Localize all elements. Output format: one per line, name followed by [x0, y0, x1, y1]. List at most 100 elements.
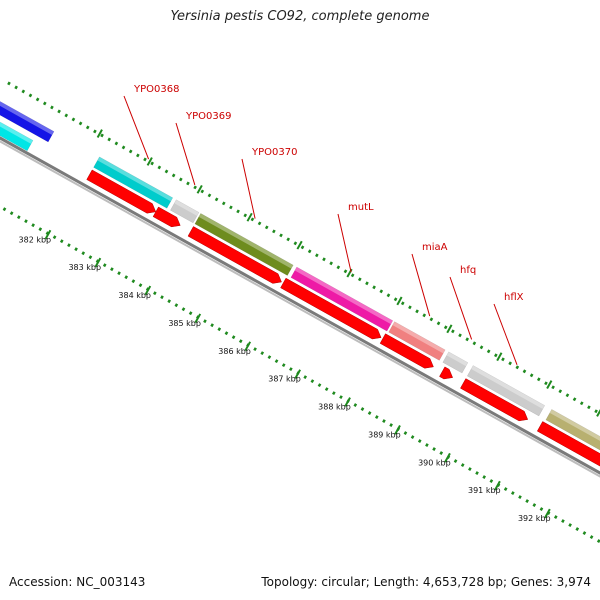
gene-leader-line [449, 276, 473, 340]
inner-dot [324, 387, 329, 392]
inner-dot [417, 439, 422, 444]
inner-major-tick [444, 452, 451, 463]
gene-leader-line [411, 253, 431, 317]
cds-arrow [86, 169, 157, 214]
inner-dot [289, 367, 293, 372]
outer-dot [551, 385, 555, 390]
inner-dot [267, 355, 272, 360]
outer-dot [143, 157, 147, 162]
inner-dot [238, 339, 243, 344]
inner-dot [231, 335, 236, 340]
outer-major-tick [96, 129, 103, 139]
kbp-tick-label: 384 kbp [118, 291, 151, 300]
gene-label-leaders: YPO0368 YPO0369 YPO0370 mutL miaA hfq hflX [123, 84, 524, 366]
outer-major-tick [596, 409, 600, 417]
inner-dot [374, 415, 379, 420]
kbp-tick-label: 387 kbp [268, 375, 301, 384]
outer-major-tick [146, 157, 153, 166]
outer-dot [515, 365, 520, 370]
gene-feature-block [388, 321, 446, 361]
inner-dot [389, 423, 393, 428]
outer-dot [107, 137, 112, 142]
inner-dot [260, 351, 265, 356]
outer-dot [329, 261, 333, 266]
inner-dot [310, 379, 315, 384]
feature-highlight [0, 121, 34, 144]
gene-label: YPO0368 [133, 84, 179, 95]
inner-major-tick [244, 341, 252, 352]
inner-dot [561, 519, 565, 523]
outer-dot [458, 333, 462, 338]
cds-arrow [280, 277, 382, 340]
map-title: Yersinia pestis CO92, complete genome [170, 9, 430, 24]
outer-dot [257, 221, 262, 226]
inner-dot [274, 359, 279, 364]
outer-dot [350, 273, 355, 278]
inner-dot [217, 327, 222, 332]
gene-label: miaA [422, 242, 448, 253]
outer-dot [572, 397, 577, 402]
feature-highlight [392, 321, 446, 354]
backbone-line [0, 136, 600, 475]
outer-dot [422, 313, 427, 318]
gene-feature-block [466, 365, 546, 417]
outer-dot [429, 317, 434, 322]
outer-dot [207, 193, 212, 198]
gene-label: mutL [348, 202, 374, 213]
outer-dot [315, 253, 319, 258]
inner-dot [539, 507, 544, 511]
inner-dot [582, 531, 587, 535]
gene-feature-block [0, 101, 55, 143]
outer-dot [14, 85, 18, 90]
outer-dot [594, 409, 598, 414]
outer-dot [522, 369, 527, 374]
outer-dot [250, 217, 255, 222]
outer-dot [78, 121, 83, 126]
feature-highlight [0, 101, 55, 136]
outer-dot [128, 149, 133, 154]
inner-dot [410, 435, 415, 440]
outer-dot [279, 233, 283, 238]
inner-dot [31, 223, 35, 228]
inner-dot [24, 219, 28, 224]
outer-dot [322, 257, 326, 262]
inner-dot [403, 431, 408, 436]
outer-major-tick [296, 240, 303, 250]
outer-major-tick [496, 352, 503, 362]
gene-feature-block [290, 266, 394, 332]
cds-arrow [439, 366, 453, 380]
gene-leader-line [337, 213, 352, 273]
outer-dot [558, 389, 563, 394]
gene-feature-block [170, 199, 200, 224]
outer-major-tick [196, 184, 203, 194]
inner-dot [117, 271, 121, 276]
gene-label: hflX [504, 292, 524, 303]
outer-dot [379, 289, 384, 294]
inner-dot [181, 307, 186, 312]
outer-dot [544, 381, 548, 386]
outer-dot [451, 329, 455, 334]
inner-major-tick [144, 285, 152, 296]
accession-label: Accession: NC_003143 [9, 575, 146, 589]
inner-dot [138, 283, 143, 288]
outer-dot [21, 89, 26, 94]
inner-dot [425, 443, 429, 447]
inner-dot [59, 239, 64, 244]
inner-dot [367, 411, 372, 416]
cds-track [86, 169, 600, 467]
inner-dot [81, 251, 86, 256]
inner-dot [511, 491, 515, 495]
outer-dot [214, 197, 219, 202]
outer-major-tick [396, 296, 403, 306]
kbp-tick-label: 386 kbp [218, 347, 251, 356]
inner-dot [596, 539, 600, 543]
inner-dot [453, 459, 458, 463]
inner-dot [589, 535, 594, 539]
feature-highlight [174, 199, 199, 216]
feature-track [0, 101, 600, 451]
outer-dot [336, 265, 341, 270]
cds-arrow [152, 206, 181, 228]
inner-dot [2, 207, 7, 212]
inner-major-tick [94, 257, 102, 268]
